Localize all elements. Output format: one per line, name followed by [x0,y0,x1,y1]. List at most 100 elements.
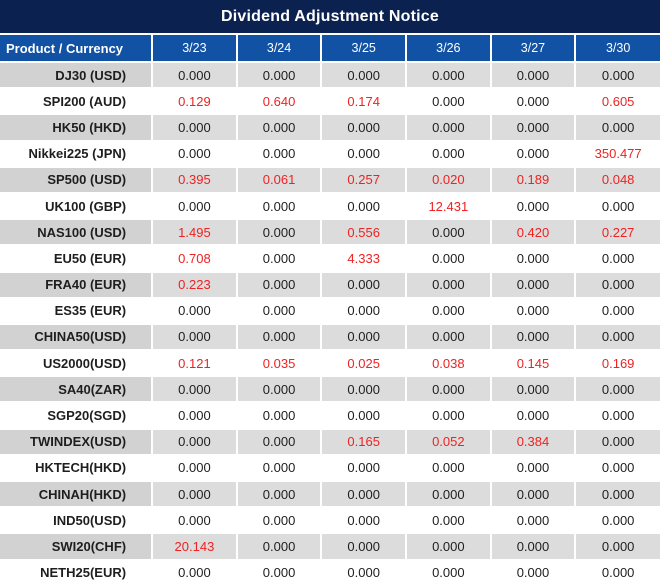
dividend-value-cell: 0.000 [152,323,238,352]
table-row: NAS100 (USD) 1.495 0.000 0.556 0.000 0.420 0.2… [0,219,660,247]
column-header-date: 3/24 [236,35,323,63]
dividend-value-cell: 0.000 [236,428,323,456]
dividend-value-cell: 0.000 [575,297,660,325]
dividend-value-cell: 0.000 [406,323,492,352]
product-label: Nikkei225 (JPN) [0,140,154,168]
dividend-value-cell: 0.000 [406,140,492,168]
table-row: US2000(USD) 0.121 0.035 0.025 0.038 0.145 0.16… [0,350,660,378]
product-label: HK50 (HKD) [0,114,154,142]
dividend-value-cell: 0.000 [490,140,577,168]
table-row: EU50 (EUR) 0.708 0.000 4.333 0.000 0.000 0.000 [0,245,660,273]
dividend-value-cell: 0.000 [490,559,577,587]
table-row: HK50 (HKD) 0.000 0.000 0.000 0.000 0.000 0.000 [0,114,660,142]
column-header-date: 3/25 [321,35,408,63]
dividend-value-cell: 0.000 [406,481,492,509]
product-label: IND50(USD) [0,507,154,535]
table-row: Nikkei225 (JPN) 0.000 0.000 0.000 0.000 0.000… [0,140,660,168]
dividend-value-cell: 0.708 [152,245,238,273]
dividend-value-cell: 0.000 [321,323,408,352]
dividend-value-cell: 0.000 [406,245,492,273]
dividend-value-cell: 0.000 [236,62,323,90]
product-label: HKTECH(HKD) [0,454,154,483]
dividend-value-cell: 0.000 [575,559,660,587]
dividend-value-cell: 0.000 [152,62,238,90]
dividend-value-cell: 0.000 [575,507,660,535]
dividend-value-cell: 0.000 [236,271,323,299]
dividend-value-cell: 0.121 [152,350,238,378]
dividend-value-cell: 0.257 [321,166,408,194]
dividend-value-cell: 0.420 [490,219,577,247]
dividend-value-cell: 0.605 [575,88,660,116]
dividend-value-cell: 0.000 [236,454,323,483]
dividend-value-cell: 0.000 [236,192,323,221]
dividend-value-cell: 0.000 [406,297,492,325]
dividend-value-cell: 0.000 [406,219,492,247]
dividend-value-cell: 0.000 [236,376,323,404]
dividend-value-cell: 0.000 [152,297,238,325]
dividend-value-cell: 0.000 [152,559,238,587]
product-label: SP500 (USD) [0,166,154,194]
dividend-value-cell: 0.000 [575,428,660,456]
dividend-value-cell: 0.174 [321,88,408,116]
product-label: US2000(USD) [0,350,154,378]
dividend-value-cell: 0.189 [490,166,577,194]
column-header-date: 3/23 [152,35,238,63]
dividend-value-cell: 0.384 [490,428,577,456]
dividend-value-cell: 0.000 [490,88,577,116]
table-row: HKTECH(HKD) 0.000 0.000 0.000 0.000 0.000 0.00… [0,454,660,483]
dividend-value-cell: 0.000 [321,376,408,404]
dividend-value-cell: 0.000 [321,454,408,483]
product-label: CHINA50(USD) [0,323,154,352]
table-row: TWINDEX(USD) 0.000 0.000 0.165 0.052 0.384 0.0… [0,428,660,456]
dividend-value-cell: 0.395 [152,166,238,194]
dividend-value-cell: 1.495 [152,219,238,247]
dividend-value-cell: 0.000 [406,62,492,90]
notice-title: Dividend Adjustment Notice [0,0,660,35]
dividend-value-cell: 0.129 [152,88,238,116]
dividend-value-cell: 0.000 [406,376,492,404]
table-row: CHINA50(USD) 0.000 0.000 0.000 0.000 0.000 0.0… [0,323,660,352]
dividend-value-cell: 0.000 [406,88,492,116]
dividend-value-cell: 0.000 [490,323,577,352]
dividend-value-cell: 0.000 [406,114,492,142]
table-row: SGP20(SGD) 0.000 0.000 0.000 0.000 0.000 0.000 [0,402,660,430]
table-row: NETH25(EUR) 0.000 0.000 0.000 0.000 0.000 0.00… [0,559,660,587]
dividend-value-cell: 0.000 [490,62,577,90]
product-label: SGP20(SGD) [0,402,154,430]
dividend-value-cell: 0.000 [321,271,408,299]
dividend-value-cell: 0.169 [575,350,660,378]
dividend-value-cell: 0.000 [575,323,660,352]
product-label: SWI20(CHF) [0,533,154,561]
dividend-value-cell: 0.000 [236,507,323,535]
dividend-value-cell: 0.052 [406,428,492,456]
dividend-value-cell: 0.061 [236,166,323,194]
dividend-value-cell: 20.143 [152,533,238,561]
dividend-value-cell: 0.000 [152,192,238,221]
dividend-value-cell: 0.000 [321,402,408,430]
column-header-date: 3/26 [406,35,492,63]
product-label: NETH25(EUR) [0,559,154,587]
dividend-value-cell: 0.000 [406,559,492,587]
table-row: SPI200 (AUD) 0.129 0.640 0.174 0.000 0.000 0.6… [0,88,660,116]
dividend-value-cell: 0.000 [575,533,660,561]
dividend-value-cell: 0.000 [236,245,323,273]
dividend-value-cell: 0.000 [490,271,577,299]
product-label: SA40(ZAR) [0,376,154,404]
dividend-value-cell: 0.000 [321,559,408,587]
dividend-value-cell: 0.000 [152,481,238,509]
dividend-value-cell: 0.000 [236,481,323,509]
product-label: FRA40 (EUR) [0,271,154,299]
dividend-value-cell: 0.000 [236,402,323,430]
table-row: ES35 (EUR) 0.000 0.000 0.000 0.000 0.000 0.000 [0,297,660,325]
dividend-value-cell: 0.000 [152,402,238,430]
table-row: CHINAH(HKD) 0.000 0.000 0.000 0.000 0.000 0.00… [0,481,660,509]
dividend-value-cell: 0.000 [575,454,660,483]
dividend-value-cell: 0.000 [575,481,660,509]
product-label: CHINAH(HKD) [0,481,154,509]
dividend-value-cell: 0.020 [406,166,492,194]
dividend-value-cell: 0.000 [575,114,660,142]
dividend-value-cell: 0.000 [406,454,492,483]
dividend-value-cell: 0.035 [236,350,323,378]
dividend-value-cell: 0.000 [575,192,660,221]
table-row: SA40(ZAR) 0.000 0.000 0.000 0.000 0.000 0.000 [0,376,660,404]
